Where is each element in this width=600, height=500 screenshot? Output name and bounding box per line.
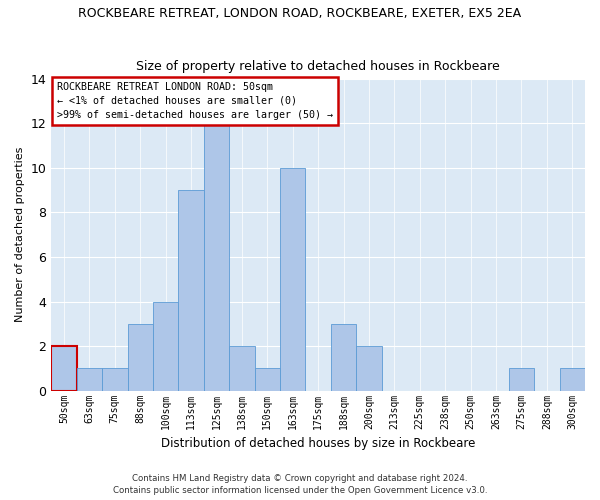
Y-axis label: Number of detached properties: Number of detached properties [15,147,25,322]
Bar [102,368,128,390]
Text: ROCKBEARE RETREAT LONDON ROAD: 50sqm
← <1% of detached houses are smaller (0)
>9: ROCKBEARE RETREAT LONDON ROAD: 50sqm ← <… [56,82,332,120]
Bar [178,190,204,390]
Bar [128,324,153,390]
Bar [153,302,178,390]
Bar [331,324,356,390]
Bar [254,368,280,390]
Bar [51,346,77,391]
Bar [229,346,254,391]
Bar [356,346,382,391]
Bar [509,368,534,390]
Bar [560,368,585,390]
Text: ROCKBEARE RETREAT, LONDON ROAD, ROCKBEARE, EXETER, EX5 2EA: ROCKBEARE RETREAT, LONDON ROAD, ROCKBEAR… [79,8,521,20]
Bar [77,368,102,390]
Text: Contains HM Land Registry data © Crown copyright and database right 2024.
Contai: Contains HM Land Registry data © Crown c… [113,474,487,495]
Title: Size of property relative to detached houses in Rockbeare: Size of property relative to detached ho… [136,60,500,74]
X-axis label: Distribution of detached houses by size in Rockbeare: Distribution of detached houses by size … [161,437,475,450]
Bar [280,168,305,390]
Bar [204,124,229,390]
